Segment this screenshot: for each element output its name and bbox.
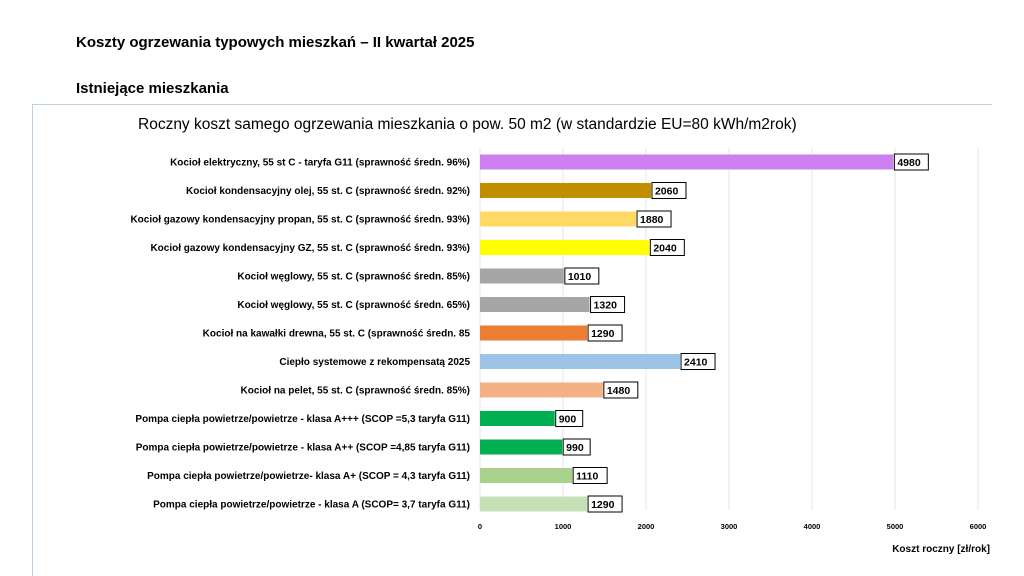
bar bbox=[480, 183, 651, 198]
data-label-box bbox=[587, 324, 623, 342]
data-label: 2060 bbox=[655, 186, 679, 198]
bar bbox=[480, 411, 555, 426]
bar bbox=[480, 439, 563, 455]
bar bbox=[480, 240, 650, 255]
data-label-box bbox=[572, 467, 608, 484]
slide-title: Koszty ogrzewania typowych mieszkań – II… bbox=[76, 34, 475, 51]
bar bbox=[480, 354, 681, 369]
data-label: 1290 bbox=[591, 499, 615, 511]
data-label: 2040 bbox=[653, 243, 677, 255]
category-label: Kocioł gazowy kondensacyjny GZ, 55 st. C… bbox=[150, 243, 470, 254]
slide-subtitle: Istniejące mieszkania bbox=[76, 80, 229, 97]
data-label-box bbox=[590, 296, 626, 313]
category-label: Kocioł węglowy, 55 st. C (sprawność śred… bbox=[237, 272, 470, 283]
data-label: 1010 bbox=[568, 271, 592, 283]
category-label: Ciepło systemowe z rekompensatą 2025 bbox=[279, 357, 470, 368]
category-label: Kocioł elektryczny, 55 st C - taryfa G11… bbox=[170, 158, 470, 169]
bar bbox=[480, 268, 564, 284]
category-label: Pompa ciepła powietrze/powietrze - klasa… bbox=[136, 443, 470, 454]
x-tick-label: 2000 bbox=[638, 522, 655, 531]
data-label: 1290 bbox=[591, 328, 615, 340]
x-tick-label: 0 bbox=[478, 522, 482, 531]
x-tick-label: 1000 bbox=[555, 522, 572, 531]
bar bbox=[480, 154, 894, 170]
data-label: 1110 bbox=[576, 471, 598, 483]
category-label: Kocioł kondensacyjny olej, 55 st. C (spr… bbox=[186, 186, 470, 197]
data-label-box bbox=[587, 495, 623, 513]
data-label-box bbox=[562, 438, 591, 456]
x-tick-label: 3000 bbox=[721, 522, 738, 531]
data-label: 2410 bbox=[684, 357, 708, 369]
chart-frame bbox=[32, 104, 992, 576]
data-label: 900 bbox=[559, 414, 577, 426]
data-label-box bbox=[555, 410, 584, 427]
data-label: 4980 bbox=[897, 157, 921, 169]
category-label: Kocioł węglowy, 55 st. C (sprawność śred… bbox=[237, 300, 470, 311]
x-axis-title: Koszt roczny [zł/rok] bbox=[892, 544, 990, 555]
bar bbox=[480, 297, 590, 312]
category-label: Kocioł na pelet, 55 st. C (sprawność śre… bbox=[240, 386, 470, 397]
bar bbox=[480, 325, 588, 341]
data-label: 1480 bbox=[607, 385, 631, 397]
data-label-box bbox=[893, 153, 929, 171]
bar bbox=[480, 496, 588, 512]
category-label: Kocioł gazowy kondensacyjny propan, 55 s… bbox=[130, 215, 470, 226]
data-label: 990 bbox=[566, 442, 584, 454]
category-label: Pompa ciepła powietrze/powietrze - klasa… bbox=[153, 500, 470, 511]
data-label-box bbox=[603, 381, 639, 399]
chart-title: Roczny koszt samego ogrzewania mieszkani… bbox=[138, 116, 797, 133]
category-label: Pompa ciepła powietrze/powietrze - klasa… bbox=[135, 414, 470, 425]
data-label-box bbox=[564, 267, 600, 285]
data-label: 1880 bbox=[640, 214, 664, 226]
data-label-box bbox=[651, 182, 687, 199]
bar bbox=[480, 382, 603, 398]
bar bbox=[480, 468, 573, 483]
bar bbox=[480, 211, 637, 227]
category-label: Kocioł na kawałki drewna, 55 st. C (spra… bbox=[203, 329, 471, 340]
x-tick-label: 4000 bbox=[804, 522, 821, 531]
x-tick-label: 5000 bbox=[887, 522, 904, 531]
data-label: 1320 bbox=[594, 300, 618, 312]
x-tick-label: 6000 bbox=[970, 522, 987, 531]
data-label-box bbox=[636, 210, 672, 228]
data-label-box bbox=[680, 353, 716, 370]
data-label-box bbox=[649, 239, 685, 256]
category-label: Pompa ciepła powietrze/powietrze- klasa … bbox=[147, 471, 470, 482]
